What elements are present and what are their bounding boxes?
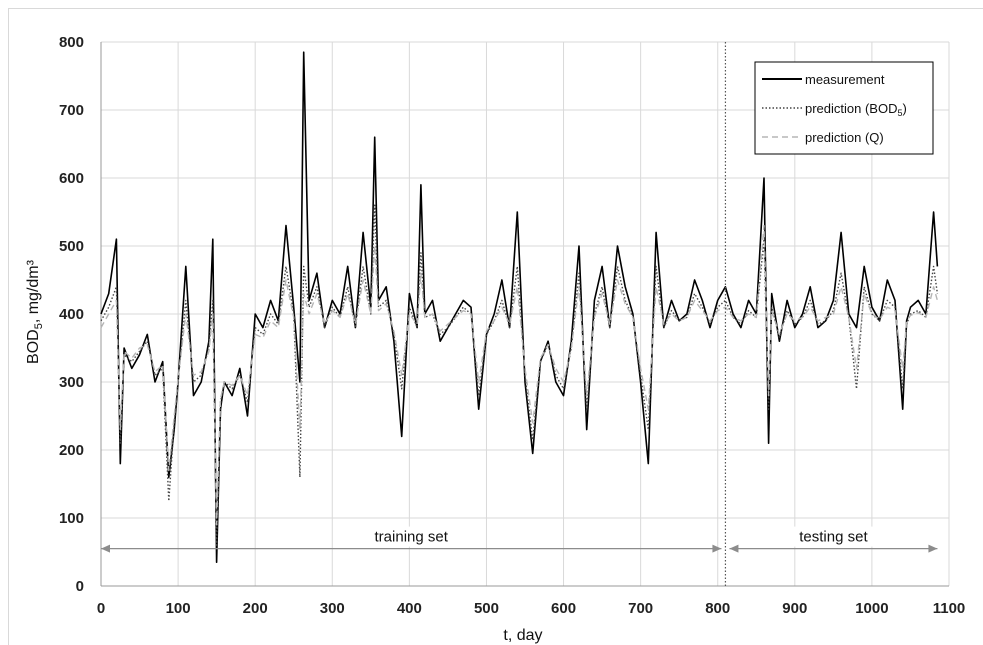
y-tick-label: 200 [59, 442, 84, 459]
y-tick-label: 0 [76, 578, 84, 595]
arrowhead-left-icon [101, 544, 110, 553]
y-tick-label: 300 [59, 374, 84, 391]
axis-layer: 0 100 200 300 400 500 600 700 800 0 100 200 300 400 50… [59, 34, 965, 617]
y-axis-title: BOD5, mg/dm³ [25, 259, 45, 364]
y-axis-title-main: BOD [25, 329, 42, 364]
x-tick-label: 600 [551, 600, 576, 617]
series-line-dotted [100, 204, 939, 546]
legend-label-prediction-bod5-sub: 5 [897, 108, 902, 118]
legend-label-prediction-bod5-end: ) [903, 101, 907, 116]
legend-label-measurement: measurement [805, 72, 885, 87]
y-tick-label: 800 [59, 34, 84, 51]
x-tick-label: 200 [243, 600, 268, 617]
y-tick-label: 700 [59, 102, 84, 119]
legend-label-prediction-bod5-main: prediction (BOD [805, 101, 897, 116]
series-layer [100, 51, 939, 564]
annotation-label: training set [375, 529, 449, 546]
x-tick-label: 0 [97, 600, 105, 617]
series-line-dashed [100, 224, 939, 526]
x-tick-label: 900 [782, 600, 807, 617]
x-tick-label: 300 [320, 600, 345, 617]
y-tick-label: 500 [59, 238, 84, 255]
legend-label-prediction-bod5: prediction (BOD5) [805, 101, 907, 118]
annotation-label-bg [782, 526, 885, 547]
series-line-solid [100, 51, 939, 564]
arrowhead-left-icon [729, 544, 739, 553]
x-tick-label: 700 [628, 600, 653, 617]
y-axis-title-subscript: 5 [33, 323, 45, 329]
x-tick-label: 1100 [933, 600, 966, 617]
chart-frame [8, 8, 983, 645]
legend-box [754, 61, 934, 155]
x-tick-label: 100 [166, 600, 191, 617]
y-tick-label: 100 [59, 510, 84, 527]
x-tick-label: 500 [474, 600, 499, 617]
annotation-label: testing set [799, 529, 868, 546]
y-tick-label: 400 [59, 306, 84, 323]
arrowhead-right-icon [928, 544, 938, 553]
x-tick-label: 1000 [855, 600, 888, 617]
legend: measurement prediction (BOD5) prediction… [754, 61, 934, 155]
annotation-layer: training set testing set [101, 42, 938, 586]
arrowhead-right-icon [712, 544, 722, 553]
legend-label-prediction-q: prediction (Q) [805, 130, 884, 145]
y-tick-label: 600 [59, 170, 84, 187]
x-tick-label: 400 [397, 600, 422, 617]
y-axis-title-unit: , mg/dm³ [25, 259, 42, 323]
x-axis-title: t, day [503, 627, 542, 644]
x-tick-label: 800 [705, 600, 730, 617]
annotation-label-bg [356, 526, 467, 547]
